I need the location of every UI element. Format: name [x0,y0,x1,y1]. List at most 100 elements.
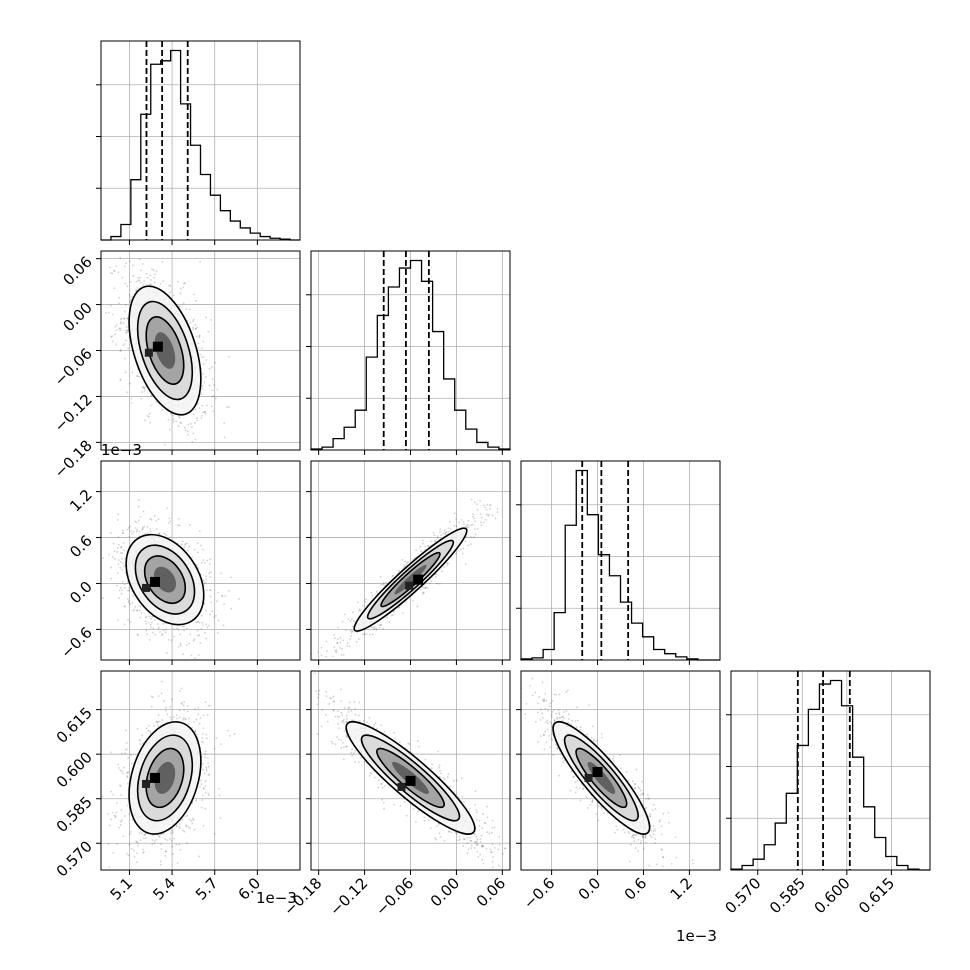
sample-point [162,280,165,283]
sample-point [121,552,124,555]
sample-point [192,413,195,416]
sample-point [419,545,422,548]
sample-point [208,367,211,370]
sample-point [470,844,473,847]
sample-point [150,279,152,281]
sample-point [156,721,159,724]
sample-point [110,790,113,793]
sample-point [182,653,185,655]
sample-point [127,347,130,350]
sample-point [181,540,184,543]
sample-point [460,548,462,551]
sample-point [200,806,203,809]
density-contour [154,332,176,369]
sample-point [149,530,152,533]
sample-point [141,386,144,389]
sample-point [480,524,483,527]
sample-point [493,826,496,829]
sample-point [193,476,195,478]
sample-point [331,655,334,658]
sample-point [196,403,199,406]
sample-point [172,420,175,423]
sample-point [374,626,376,629]
sample-point [144,833,147,836]
sample-point [130,530,132,533]
sample-point [349,638,351,640]
sample-point [375,629,378,631]
sample-point [168,517,171,520]
sample-point [191,822,194,825]
sample-point [167,418,170,421]
histogram-step [101,49,300,241]
sample-point [127,598,129,600]
sample-point [177,425,180,428]
sample-point [200,627,203,630]
sample-point [132,609,135,612]
sample-point [123,317,126,320]
sample-point [207,774,210,777]
sample-point [186,879,188,881]
sample-point [182,302,185,305]
sample-point [482,521,485,524]
sample-point [153,619,156,622]
sample-point [178,305,181,308]
sample-point [119,769,122,772]
sample-point [491,514,494,517]
sample-point [496,508,499,510]
sample-point [364,598,367,601]
sample-point [149,421,152,424]
y-tick-label: 0.600 [53,748,96,791]
sample-point [102,597,104,599]
sample-point [117,619,119,622]
sample-point [164,850,167,853]
sample-point [200,393,203,396]
sample-point [160,848,163,851]
sample-point [205,575,208,578]
sample-point [346,717,348,720]
sample-point [197,706,200,709]
sample-point [141,529,144,531]
sample-point [480,845,483,848]
sample-point [207,762,209,764]
sample-point [208,563,211,565]
sample-point [344,629,347,632]
sample-point [136,375,139,378]
sample-point [351,748,354,751]
sample-point [153,276,155,279]
sample-point [342,758,345,761]
sample-point [165,534,168,537]
sample-point [358,609,360,612]
sample-point [118,826,120,829]
sample-point [440,772,442,775]
sample-point [325,655,327,658]
sample-point [121,589,124,592]
sample-point [370,591,373,594]
sample-point [202,794,204,797]
sample-point [138,375,140,378]
sample-point [129,296,132,298]
sample-point [209,704,211,707]
sample-point [355,640,358,643]
axes-frame [100,40,301,241]
sample-point [350,635,353,637]
sample-point [141,391,144,393]
sample-point [184,815,187,818]
sample-point [136,633,139,636]
sample-point [470,839,473,842]
sample-point [152,834,154,837]
sample-point [211,395,214,398]
sample-point [471,523,474,526]
sample-point [150,518,153,521]
sample-point [119,820,122,823]
sample-point [151,843,154,846]
sample-point [183,709,186,712]
sample-point [136,287,139,289]
sample-point [123,766,126,769]
sample-point [177,517,180,520]
sample-point [127,600,130,602]
sample-point [151,621,153,624]
sample-point [175,843,178,846]
sample-point [96,597,98,599]
sample-point [127,771,130,774]
sample-point [486,816,489,819]
